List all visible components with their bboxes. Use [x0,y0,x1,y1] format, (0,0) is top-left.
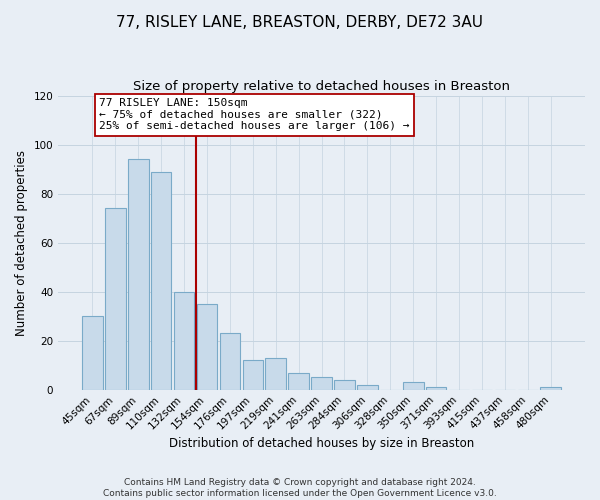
Bar [334,380,355,390]
Text: 77, RISLEY LANE, BREASTON, DERBY, DE72 3AU: 77, RISLEY LANE, BREASTON, DERBY, DE72 3… [116,15,484,30]
Bar [174,292,194,390]
Bar [197,304,217,390]
Title: Size of property relative to detached houses in Breaston: Size of property relative to detached ho… [133,80,510,93]
Bar [311,378,332,390]
Text: Contains HM Land Registry data © Crown copyright and database right 2024.
Contai: Contains HM Land Registry data © Crown c… [103,478,497,498]
Bar [105,208,125,390]
Bar [426,388,446,390]
Bar [357,385,378,390]
Bar [265,358,286,390]
Text: 77 RISLEY LANE: 150sqm
← 75% of detached houses are smaller (322)
25% of semi-de: 77 RISLEY LANE: 150sqm ← 75% of detached… [100,98,410,131]
Bar [151,172,172,390]
Bar [220,334,240,390]
Bar [82,316,103,390]
X-axis label: Distribution of detached houses by size in Breaston: Distribution of detached houses by size … [169,437,474,450]
Y-axis label: Number of detached properties: Number of detached properties [15,150,28,336]
Bar [128,160,149,390]
Bar [541,388,561,390]
Bar [403,382,424,390]
Bar [242,360,263,390]
Bar [289,372,309,390]
